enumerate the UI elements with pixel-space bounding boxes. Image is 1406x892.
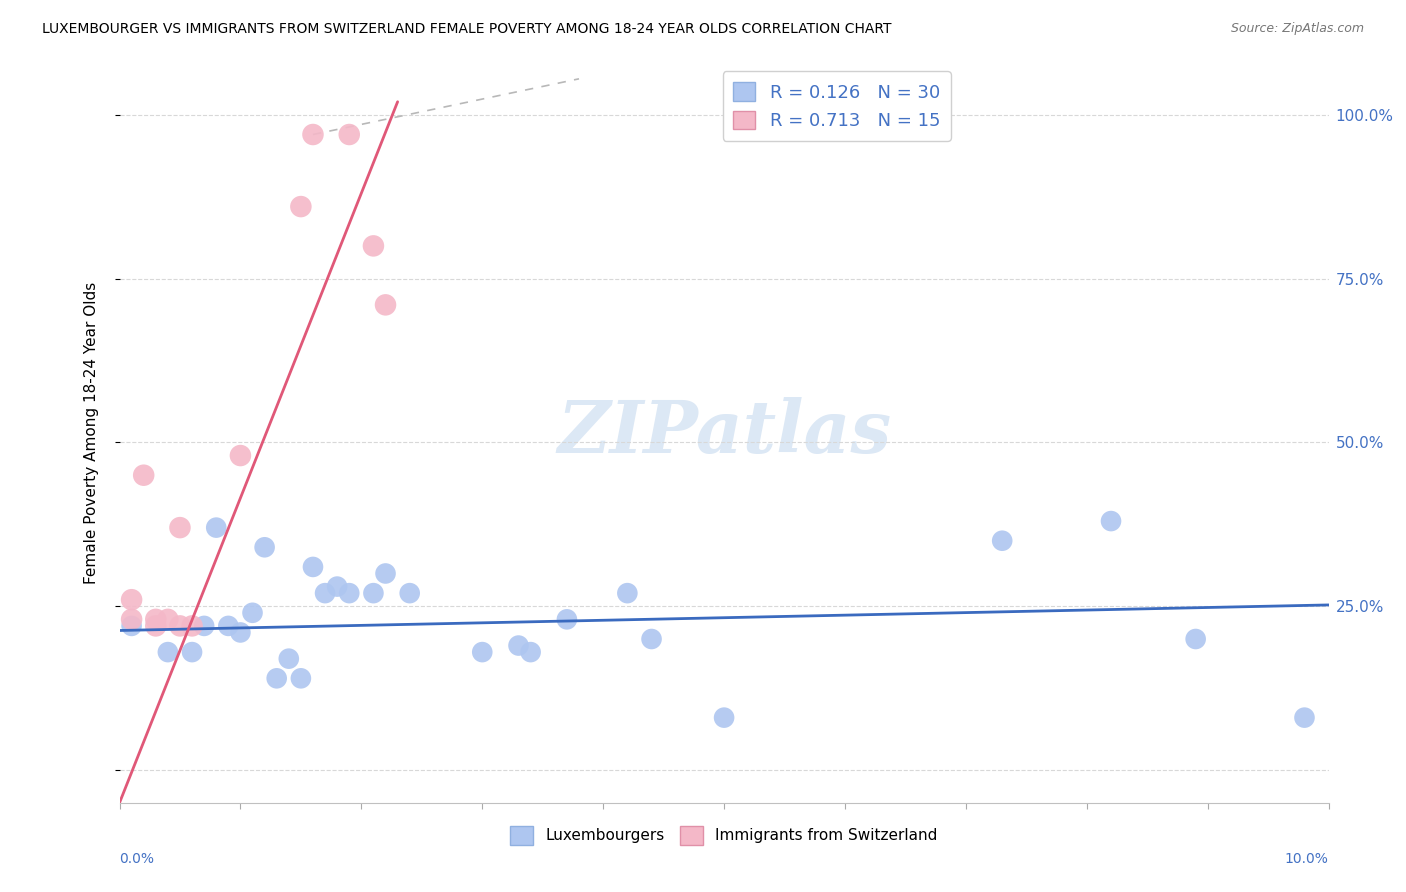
- Point: [337, 128, 360, 142]
- Point: [314, 586, 336, 600]
- Text: LUXEMBOURGER VS IMMIGRANTS FROM SWITZERLAND FEMALE POVERTY AMONG 18-24 YEAR OLDS: LUXEMBOURGER VS IMMIGRANTS FROM SWITZERL…: [42, 22, 891, 37]
- Point: [519, 645, 541, 659]
- Point: [181, 619, 204, 633]
- Point: [713, 711, 735, 725]
- Point: [302, 560, 325, 574]
- Point: [253, 541, 276, 555]
- Legend: Luxembourgers, Immigrants from Switzerland: Luxembourgers, Immigrants from Switzerla…: [505, 820, 943, 851]
- Point: [156, 612, 179, 626]
- Point: [181, 645, 204, 659]
- Point: [205, 521, 228, 535]
- Point: [640, 632, 662, 646]
- Point: [121, 612, 143, 626]
- Point: [374, 566, 396, 581]
- Text: 10.0%: 10.0%: [1285, 852, 1329, 866]
- Text: 0.0%: 0.0%: [120, 852, 155, 866]
- Point: [266, 671, 288, 685]
- Point: [121, 619, 143, 633]
- Point: [991, 533, 1014, 548]
- Text: ZIPatlas: ZIPatlas: [557, 397, 891, 468]
- Point: [363, 586, 385, 600]
- Point: [145, 612, 167, 626]
- Point: [398, 586, 420, 600]
- Text: Source: ZipAtlas.com: Source: ZipAtlas.com: [1230, 22, 1364, 36]
- Point: [1294, 711, 1316, 725]
- Point: [363, 239, 385, 253]
- Y-axis label: Female Poverty Among 18-24 Year Olds: Female Poverty Among 18-24 Year Olds: [84, 282, 98, 583]
- Point: [508, 639, 530, 653]
- Point: [242, 606, 264, 620]
- Point: [1184, 632, 1206, 646]
- Point: [337, 586, 360, 600]
- Point: [1099, 514, 1122, 528]
- Point: [471, 645, 494, 659]
- Point: [169, 521, 191, 535]
- Point: [302, 128, 325, 142]
- Point: [169, 619, 191, 633]
- Point: [555, 612, 578, 626]
- Point: [616, 586, 638, 600]
- Point: [132, 468, 155, 483]
- Point: [374, 298, 396, 312]
- Point: [229, 625, 252, 640]
- Point: [156, 645, 179, 659]
- Point: [290, 671, 312, 685]
- Point: [217, 619, 239, 633]
- Point: [277, 651, 299, 665]
- Point: [326, 580, 349, 594]
- Point: [145, 619, 167, 633]
- Point: [290, 200, 312, 214]
- Point: [193, 619, 215, 633]
- Point: [121, 592, 143, 607]
- Point: [229, 449, 252, 463]
